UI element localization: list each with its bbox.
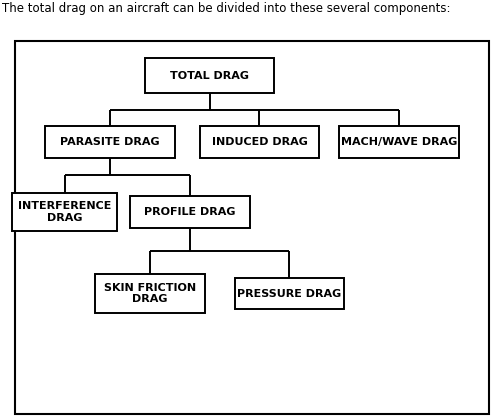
Text: INTERFERENCE
DRAG: INTERFERENCE DRAG — [18, 201, 112, 223]
FancyBboxPatch shape — [200, 127, 319, 158]
FancyBboxPatch shape — [45, 127, 175, 158]
FancyBboxPatch shape — [12, 193, 117, 232]
FancyBboxPatch shape — [15, 41, 489, 414]
Text: PROFILE DRAG: PROFILE DRAG — [144, 207, 236, 217]
Text: MACH/WAVE DRAG: MACH/WAVE DRAG — [341, 137, 458, 147]
FancyBboxPatch shape — [95, 274, 205, 313]
Text: TOTAL DRAG: TOTAL DRAG — [170, 71, 249, 81]
Text: SKIN FRICTION
DRAG: SKIN FRICTION DRAG — [104, 283, 196, 304]
Text: PARASITE DRAG: PARASITE DRAG — [60, 137, 160, 147]
Text: INDUCED DRAG: INDUCED DRAG — [212, 137, 307, 147]
Text: The total drag on an aircraft can be divided into these several components:: The total drag on an aircraft can be div… — [2, 2, 451, 15]
FancyBboxPatch shape — [339, 127, 459, 158]
FancyBboxPatch shape — [130, 196, 250, 227]
FancyBboxPatch shape — [145, 59, 274, 93]
FancyBboxPatch shape — [235, 278, 344, 309]
Text: PRESSURE DRAG: PRESSURE DRAG — [238, 288, 341, 298]
